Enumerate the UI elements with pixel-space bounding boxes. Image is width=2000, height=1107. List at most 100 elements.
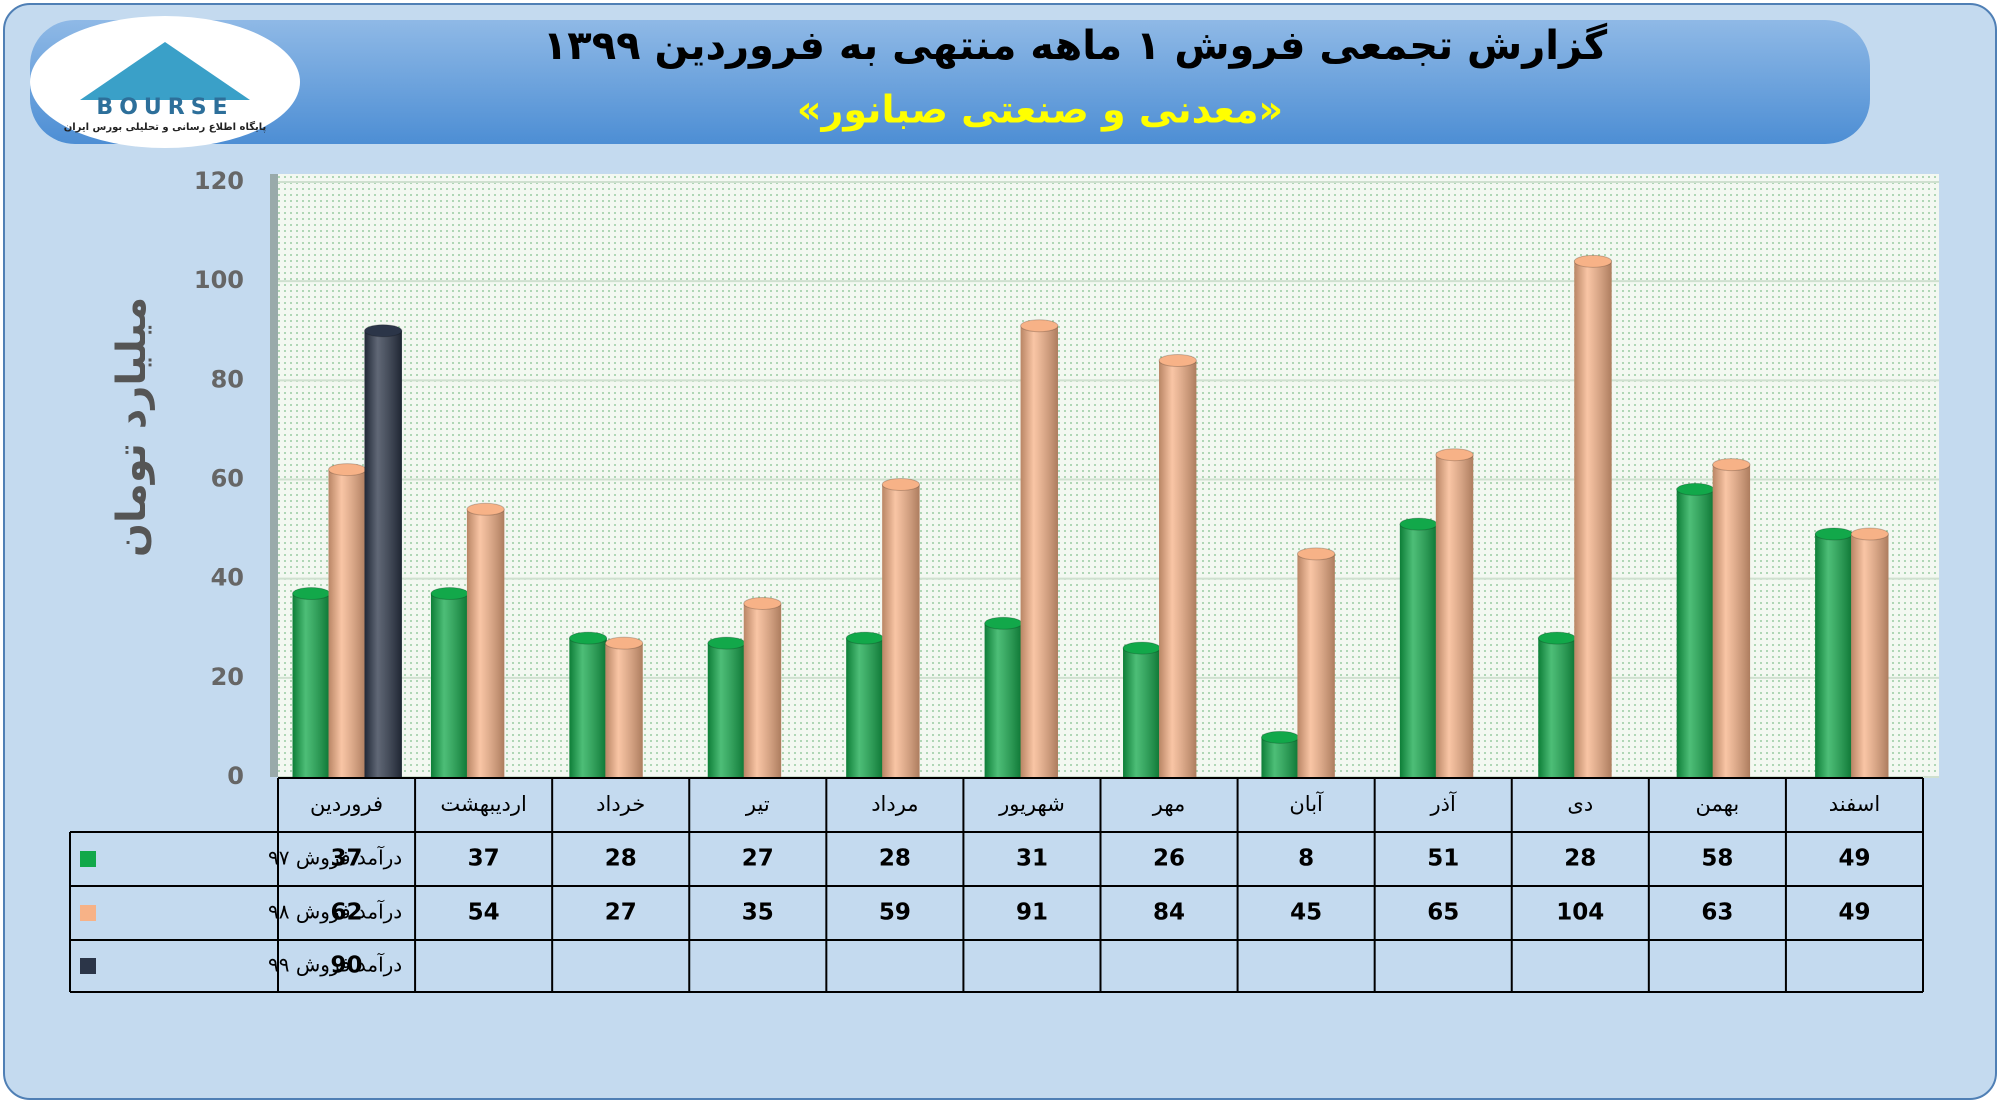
data-label: 49: [1838, 900, 1870, 926]
bar-cap: [1712, 458, 1751, 472]
chart-title: گزارش تجمعی فروش ۱ ماهه منتهی به فروردین…: [543, 22, 1608, 69]
bar-shade: [292, 593, 330, 777]
bar-shade: [1851, 534, 1889, 777]
bar-shade: [430, 593, 469, 777]
x-tick-label: اردیبهشت: [440, 792, 527, 816]
x-tick-label: بهمن: [1696, 792, 1740, 816]
data-label: 59: [879, 900, 911, 926]
data-label: 65: [1427, 900, 1459, 926]
data-label: 28: [1564, 846, 1596, 872]
data-label: 8: [1298, 846, 1314, 872]
bar-cap: [292, 587, 331, 601]
bar-cap: [1814, 527, 1853, 541]
bar-shade: [466, 509, 505, 777]
bar-cap: [430, 587, 469, 601]
data-label: 104: [1556, 900, 1604, 926]
bar-cap: [364, 324, 403, 338]
legend-label: درآمد فروش ۹۸: [268, 899, 402, 924]
data-label: 28: [879, 846, 911, 872]
bar-shade: [1435, 454, 1474, 777]
bar-cap: [707, 636, 746, 650]
x-tick-label: آبان: [1289, 791, 1324, 816]
x-tick-label: مرداد: [871, 792, 918, 816]
axis-wall: [270, 174, 278, 777]
y-tick-label: 20: [211, 663, 244, 691]
bar-shade: [1297, 553, 1335, 777]
data-label: 58: [1701, 846, 1733, 872]
bar-shade: [1159, 360, 1197, 777]
y-tick-label: 80: [211, 365, 244, 393]
bar-shade: [743, 603, 782, 777]
bar-cap: [1537, 631, 1577, 645]
legend-label: درآمد فروش ۹۹: [268, 952, 402, 977]
bar-cap: [604, 636, 644, 650]
x-tick-label: مهر: [1152, 792, 1186, 816]
bar-shade: [882, 484, 920, 777]
data-label: 90: [331, 953, 363, 979]
legend-swatch: [80, 851, 96, 867]
legend-swatch: [80, 905, 96, 921]
bar-shade: [1538, 638, 1576, 777]
data-label: 62: [331, 900, 363, 926]
bar-cap: [328, 463, 367, 477]
bar-shade: [1261, 737, 1299, 777]
bar-shade: [1676, 489, 1715, 777]
y-axis-label: میلیارد تومان: [109, 297, 155, 557]
x-tick-label: تیر: [745, 792, 770, 816]
bar-shade: [846, 638, 884, 777]
data-label: 27: [605, 900, 637, 926]
bar-cap: [568, 631, 608, 645]
y-tick-label: 40: [211, 564, 244, 592]
bar-shade: [364, 330, 402, 777]
bar-cap: [845, 631, 885, 645]
bar-cap: [1399, 517, 1438, 531]
logo-caption: پایگاه اطلاع رسانی و تحلیلی بورس ایران: [64, 120, 267, 133]
x-tick-label: اسفند: [1829, 792, 1880, 816]
bar-cap: [1850, 527, 1889, 541]
bar-cap: [1296, 547, 1336, 561]
bar-shade: [707, 643, 746, 777]
bar-shade: [328, 469, 366, 777]
chart-subtitle: «معدنی و صنعتی صبانور»: [797, 88, 1283, 133]
data-label: 63: [1701, 900, 1733, 926]
bar-shade: [984, 623, 1022, 777]
data-label: 54: [468, 900, 500, 926]
bar-cap: [1122, 641, 1161, 655]
bar-cap: [743, 596, 782, 610]
data-label: 37: [331, 846, 363, 872]
data-label: 91: [1016, 900, 1048, 926]
data-label: 35: [742, 900, 774, 926]
bar-cap: [466, 502, 505, 516]
bar-cap: [984, 616, 1023, 630]
logo-text: BOURSE: [96, 95, 233, 120]
bar-cap: [1158, 354, 1197, 367]
banner: [30, 20, 1870, 144]
y-tick-label: 120: [194, 167, 244, 195]
bar-cap: [1676, 482, 1715, 496]
x-tick-label: خرداد: [596, 792, 645, 816]
x-tick-label: آذر: [1430, 791, 1457, 816]
bar-cap: [1573, 254, 1613, 268]
data-label: 31: [1016, 846, 1048, 872]
y-tick-label: 100: [194, 266, 244, 294]
y-tick-label: 0: [227, 762, 244, 790]
bar-shade: [605, 643, 643, 777]
bar-shade: [1815, 534, 1853, 777]
bar-shade: [1574, 261, 1612, 777]
data-label: 37: [468, 846, 500, 872]
x-tick-label: شهریور: [998, 792, 1065, 816]
plot-area: [278, 174, 1939, 777]
data-label: 28: [605, 846, 637, 872]
bar-shade: [1020, 325, 1058, 777]
bar-cap: [881, 477, 921, 491]
data-label: 84: [1153, 900, 1185, 926]
y-tick-label: 60: [211, 465, 244, 493]
data-label: 49: [1838, 846, 1870, 872]
data-label: 27: [742, 846, 774, 872]
bar-cap: [1020, 319, 1059, 333]
x-tick-label: فروردین: [310, 792, 383, 816]
legend-swatch: [80, 958, 96, 974]
data-label: 45: [1290, 900, 1322, 926]
bar-shade: [569, 638, 607, 777]
